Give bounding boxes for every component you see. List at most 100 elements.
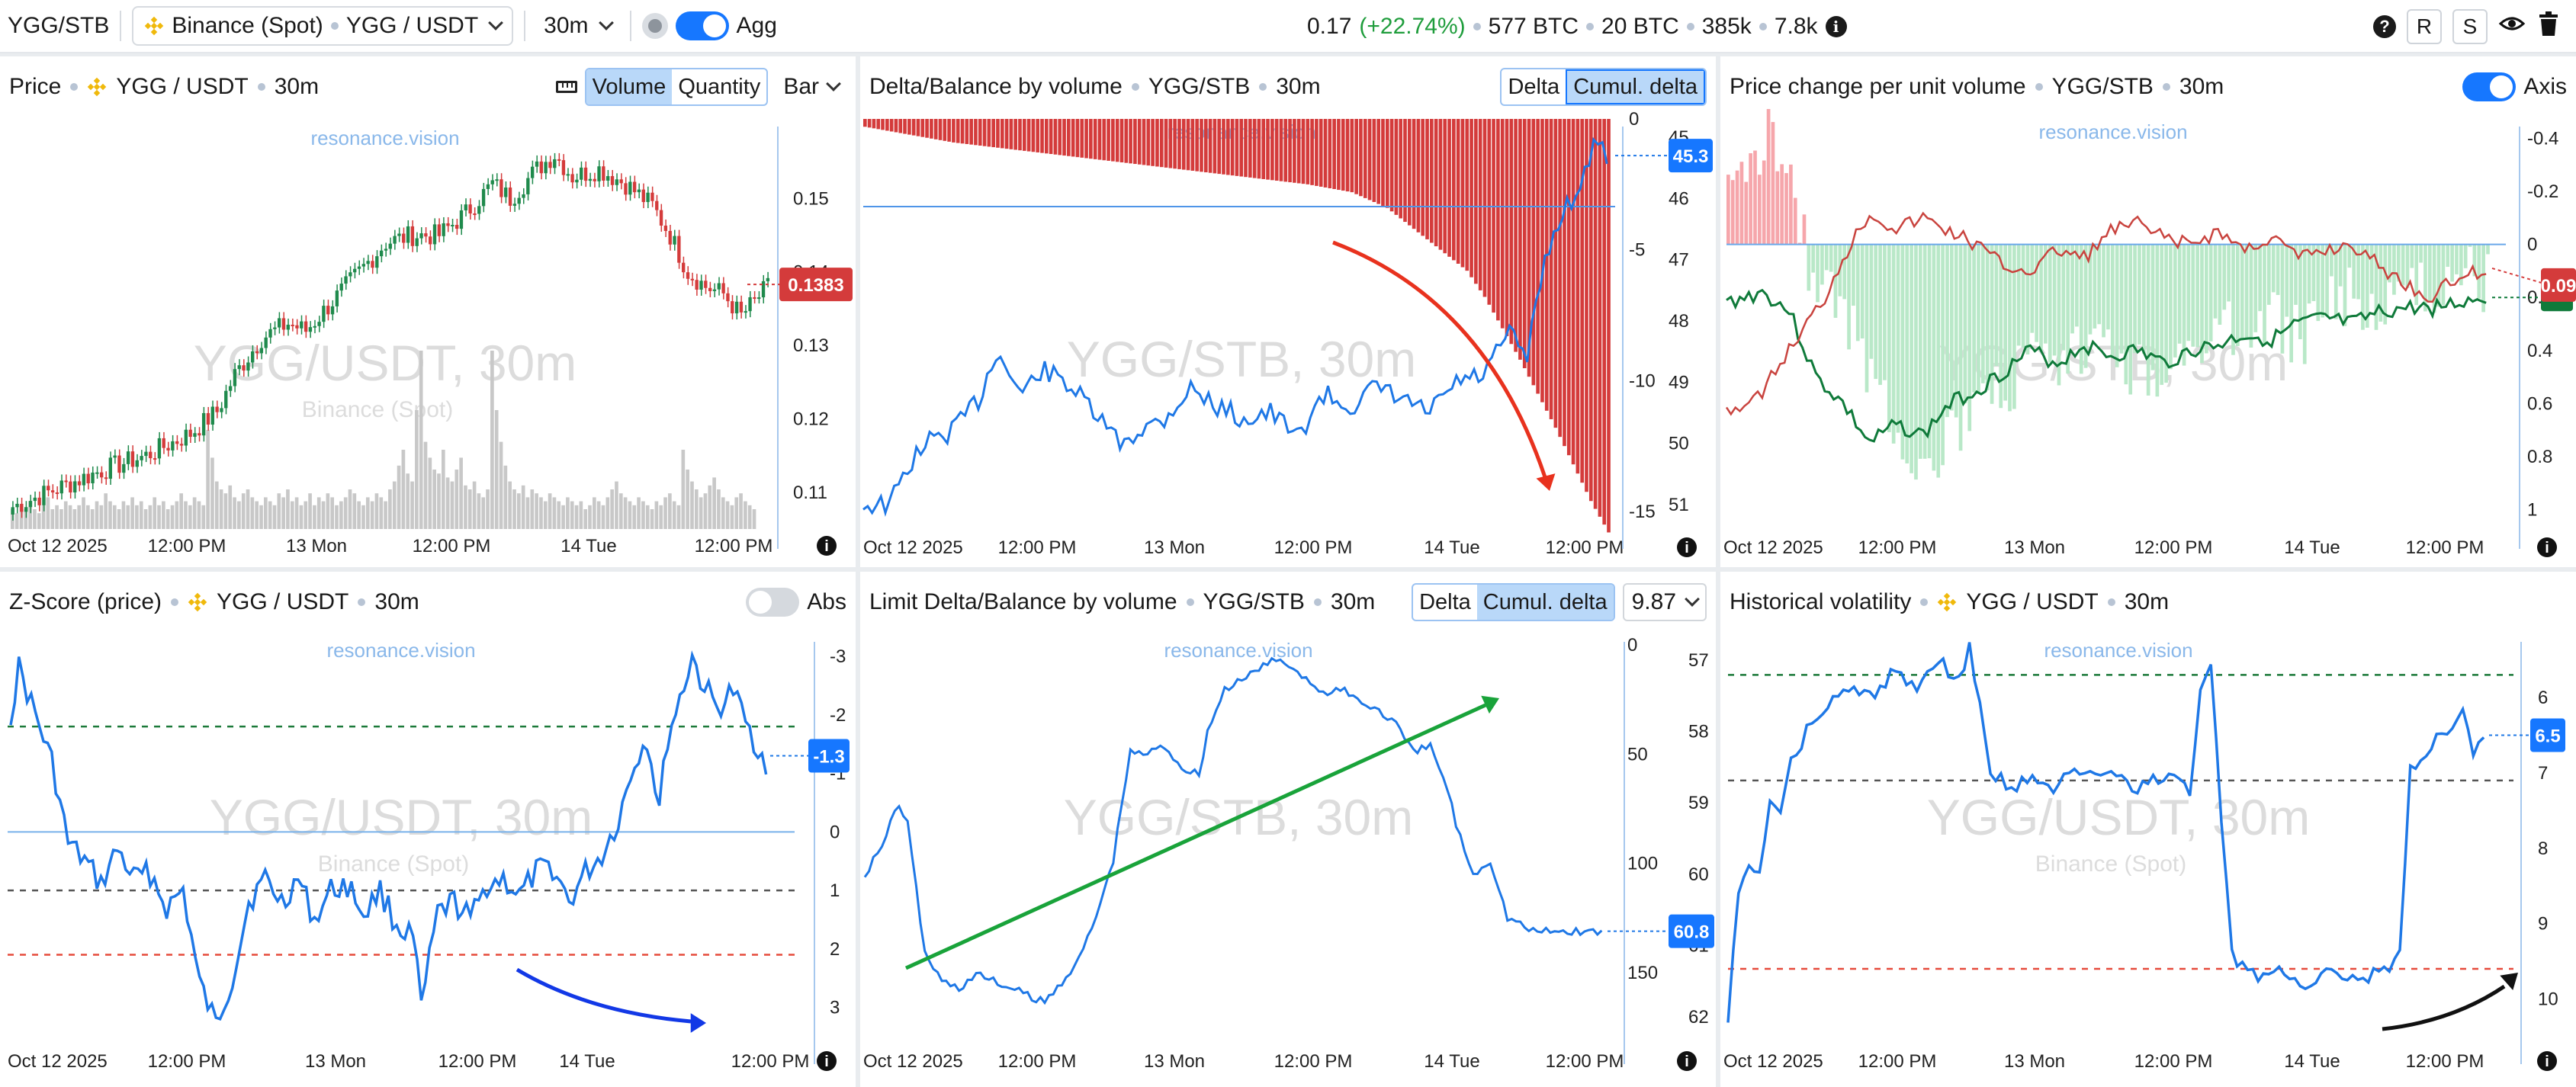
- volume-bar: [517, 493, 521, 529]
- cumulative-delta-bar: [1553, 119, 1558, 428]
- eye-icon[interactable]: [2498, 10, 2526, 43]
- cumulative-delta-bar: [1107, 119, 1110, 161]
- quantity-button[interactable]: Quantity: [678, 74, 761, 99]
- volume-change-bar: [2195, 244, 2199, 348]
- candle-body: [473, 213, 477, 216]
- volume-change-bar: [2477, 244, 2481, 299]
- exchange-pair-selector[interactable]: Binance (Spot) YGG / USDT: [132, 6, 514, 46]
- delta-mode-toggle[interactable]: Delta Cumul. delta: [1500, 68, 1707, 106]
- cumulative-delta-bar: [1580, 119, 1585, 483]
- y-tick-label: 60: [1688, 864, 1709, 885]
- x-tick-label: 12:00 PM: [1274, 1051, 1353, 1072]
- candle-body: [24, 507, 28, 512]
- cumulative-delta-bar: [876, 119, 881, 130]
- delta-button[interactable]: Delta: [1419, 589, 1471, 614]
- volume-change-bar: [2177, 244, 2182, 344]
- x-tick-label: 12:00 PM: [2134, 537, 2213, 558]
- cumulative-delta-bar: [1456, 119, 1460, 264]
- volume-bar: [308, 493, 312, 529]
- timeframe-selector[interactable]: 30m: [536, 13, 618, 39]
- record-icon[interactable]: [641, 13, 668, 39]
- zscore-chart[interactable]: resonance.vision YGG/USDT, 30m Binance (Sp…: [0, 572, 856, 1087]
- candle-body: [162, 438, 165, 448]
- volume-change-bar: [1945, 244, 1949, 418]
- candle-body: [610, 176, 615, 185]
- volume-change-bar: [2128, 244, 2133, 395]
- agg-toggle-group[interactable]: Agg: [668, 11, 785, 40]
- cumulative-delta-bar: [1181, 119, 1186, 170]
- candle-body: [415, 238, 419, 246]
- volume-bar: [162, 501, 165, 529]
- info-icon[interactable]: i: [817, 536, 837, 556]
- candle-body: [220, 408, 223, 412]
- chart-type-dropdown[interactable]: Bar: [776, 68, 846, 106]
- s-button[interactable]: S: [2452, 9, 2488, 44]
- y-tick-label: 0.6: [2527, 393, 2552, 414]
- separator-dot: [2035, 83, 2043, 91]
- y-tick-label: 0.8: [2527, 447, 2552, 467]
- axis-toggle[interactable]: [2462, 72, 2517, 101]
- volume-change-bar: [1771, 122, 1775, 245]
- volume-bar: [175, 501, 179, 529]
- cumulative-delta-bar: [1248, 119, 1252, 178]
- volume-change-bar: [2133, 244, 2137, 354]
- abs-toggle[interactable]: [746, 588, 800, 617]
- volume-bar: [477, 493, 481, 529]
- cumulative-delta-bar: [1421, 119, 1425, 236]
- volume-change-bar: [2392, 244, 2396, 295]
- volume-change-bar: [1878, 244, 1882, 385]
- candle-body: [20, 503, 24, 512]
- delta-mode-toggle[interactable]: Delta Cumul. delta: [1412, 583, 1615, 621]
- candle-body: [198, 433, 201, 436]
- volume-change-bar: [2333, 244, 2338, 319]
- help-icon[interactable]: ?: [2373, 15, 2396, 38]
- info-icon[interactable]: i: [817, 1051, 837, 1071]
- y-tick-label: 50: [1627, 744, 1648, 765]
- last-price-badge: 0.1383: [788, 275, 843, 296]
- volume-change-bar: [2106, 244, 2110, 330]
- volume-bar: [206, 430, 210, 529]
- volume-change-bar: [2347, 244, 2352, 268]
- info-icon[interactable]: i: [2537, 537, 2557, 557]
- info-icon[interactable]: i: [2537, 1051, 2557, 1071]
- ruler-icon[interactable]: [555, 81, 577, 93]
- cumulative-delta-bar: [1279, 119, 1283, 181]
- volume-change-bar: [2079, 244, 2083, 374]
- cumulative-delta-bar: [1071, 119, 1075, 157]
- y-tick-label: -10: [1629, 370, 1656, 391]
- volume-bar: [233, 497, 236, 529]
- panel-pair: YGG / USDT: [116, 74, 249, 99]
- volume-quantity-toggle[interactable]: Volume Quantity: [584, 68, 769, 106]
- info-icon[interactable]: i: [1677, 1051, 1697, 1071]
- cumulative-delta-bar: [1040, 119, 1044, 153]
- candle-body: [64, 480, 68, 483]
- brand-watermark: resonance.vision: [310, 127, 459, 149]
- volume-change-bar: [2048, 244, 2052, 363]
- historical-volatility-chart[interactable]: resonance.vision YGG/USDT, 30m Binance (Sp…: [1720, 572, 2576, 1087]
- trades-count: 385k: [1701, 14, 1752, 39]
- volume-bar: [574, 505, 579, 529]
- agg-toggle[interactable]: [675, 11, 729, 40]
- info-icon[interactable]: i: [1677, 537, 1697, 557]
- cumulative-delta-bar: [1053, 119, 1058, 155]
- candle-body: [526, 178, 530, 194]
- candle-body: [757, 297, 761, 300]
- candle-body: [734, 301, 739, 314]
- price-chart[interactable]: resonance.vision YGG/USDT, 30m Binance (Sp…: [0, 56, 856, 567]
- volume-button[interactable]: Volume: [586, 69, 673, 104]
- r-button[interactable]: R: [2407, 9, 2442, 44]
- threshold-select[interactable]: 9.87: [1622, 583, 1707, 621]
- info-icon[interactable]: i: [1825, 16, 1847, 37]
- cumulative-delta-bar: [1315, 119, 1319, 186]
- cumulative-delta-bar: [1518, 119, 1522, 360]
- cumul-delta-button[interactable]: Cumul. delta: [1476, 585, 1614, 620]
- cumul-delta-button[interactable]: Cumul. delta: [1566, 69, 1705, 104]
- trash-icon[interactable]: [2536, 10, 2561, 43]
- delta-button[interactable]: Delta: [1508, 74, 1560, 99]
- volume-bar: [699, 497, 703, 529]
- candle-body: [348, 272, 352, 277]
- volume-bar: [392, 481, 397, 529]
